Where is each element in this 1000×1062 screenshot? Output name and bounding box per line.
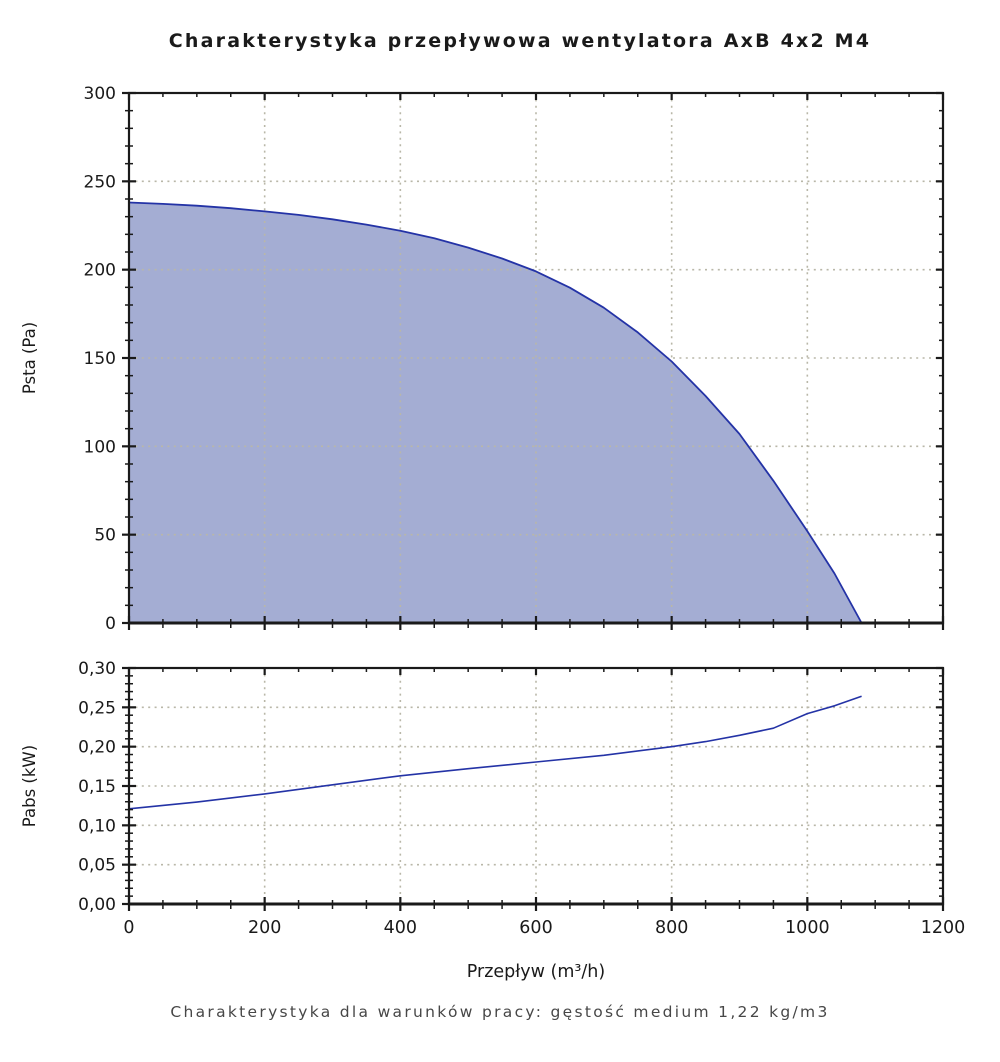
pabs-curve-gridlines <box>128 667 944 905</box>
psta-curve <box>128 201 863 624</box>
x-tick-labels: 0 200 400 600 800 1000 1200 <box>123 918 965 938</box>
y-tick-label: 200 <box>84 261 116 281</box>
x-tick-label: 1200 <box>921 918 966 938</box>
chart-title: Charakterystyka przepływowa wentylatora … <box>168 30 872 52</box>
psta-axis-label: Psta (Pa) <box>20 321 39 395</box>
y-tick-label: 0,15 <box>78 777 116 797</box>
y-tick-label: 100 <box>84 437 116 457</box>
x-tick-label: 1000 <box>785 918 830 938</box>
pabs-axis-label: Pabs (kW) <box>20 744 39 828</box>
y-tick-label: 0 <box>105 614 116 634</box>
y-tick-label: 150 <box>84 349 116 369</box>
pabs-curve-y-tick-labels: 0,00 0,05 0,10 0,15 0,20 0,25 0,30 <box>78 659 116 915</box>
y-tick-label: 250 <box>84 172 116 192</box>
psta-curve-ticks <box>122 91 945 630</box>
x-tick-label: 0 <box>123 918 134 938</box>
x-tick-label: 200 <box>248 918 281 938</box>
y-tick-label: 0,05 <box>78 856 116 876</box>
y-tick-label: 0,30 <box>78 659 116 679</box>
pabs-curve-ticks <box>122 666 945 911</box>
psta-curve-plot: 0 50 100 150 200 250 300 <box>84 84 945 634</box>
conditions-caption: Charakterystyka dla warunków pracy: gęst… <box>170 1003 830 1021</box>
x-tick-label: 800 <box>655 918 688 938</box>
psta-curve-y-tick-labels: 0 50 100 150 200 250 300 <box>84 84 116 634</box>
y-tick-label: 0,25 <box>78 698 116 718</box>
y-tick-label: 0,20 <box>78 738 116 758</box>
x-tick-label: 600 <box>519 918 552 938</box>
psta-curve-area <box>129 202 862 623</box>
y-tick-label: 50 <box>94 526 116 546</box>
y-tick-label: 0,00 <box>78 895 116 915</box>
x-axis-label: Przepływ (m³/h) <box>466 962 606 982</box>
y-tick-label: 0,10 <box>78 816 116 836</box>
y-tick-label: 300 <box>84 84 116 104</box>
x-tick-label: 400 <box>384 918 417 938</box>
pabs-curve <box>128 695 862 810</box>
pabs-curve-plot: 0,00 0,05 0,10 0,15 0,20 0,25 0,30 <box>78 659 945 915</box>
